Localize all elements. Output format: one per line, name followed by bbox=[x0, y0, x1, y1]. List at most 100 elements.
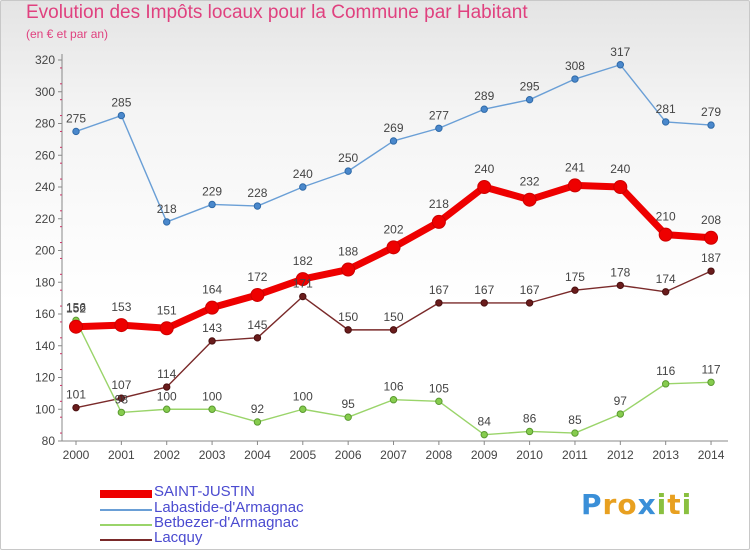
y-tick-label: 160 bbox=[35, 307, 55, 321]
data-point bbox=[163, 405, 171, 413]
data-label: 241 bbox=[565, 160, 585, 174]
data-point bbox=[525, 95, 534, 104]
data-label: 167 bbox=[429, 283, 449, 297]
data-point bbox=[344, 167, 352, 175]
data-label: 171 bbox=[293, 277, 313, 291]
data-label: 229 bbox=[202, 184, 222, 198]
data-point bbox=[435, 299, 443, 307]
data-label: 100 bbox=[202, 389, 222, 403]
data-label: 277 bbox=[429, 108, 449, 122]
data-label: 167 bbox=[520, 283, 540, 297]
data-point bbox=[616, 61, 625, 69]
data-point bbox=[704, 230, 719, 245]
data-point bbox=[480, 430, 488, 439]
data-label: 153 bbox=[111, 300, 131, 314]
data-label: 95 bbox=[341, 397, 355, 411]
data-label: 100 bbox=[157, 389, 177, 403]
x-tick-label: 2003 bbox=[199, 448, 226, 462]
data-point bbox=[661, 380, 670, 388]
y-tick-label: 300 bbox=[35, 85, 55, 99]
data-label: 145 bbox=[247, 318, 267, 332]
data-label: 285 bbox=[111, 96, 131, 110]
data-point bbox=[208, 337, 216, 345]
data-point bbox=[613, 180, 628, 194]
data-label: 98 bbox=[115, 392, 129, 406]
data-label: 232 bbox=[520, 175, 540, 189]
data-point bbox=[117, 408, 126, 417]
data-label: 275 bbox=[66, 111, 86, 125]
data-point bbox=[163, 218, 171, 226]
data-point bbox=[163, 383, 171, 391]
data-point bbox=[661, 288, 670, 296]
data-label: 188 bbox=[338, 245, 358, 259]
data-point bbox=[295, 272, 310, 287]
data-label: 240 bbox=[610, 162, 630, 176]
y-tick-label: 240 bbox=[35, 180, 55, 194]
y-tick-label: 80 bbox=[42, 434, 56, 448]
data-point bbox=[435, 124, 443, 132]
data-label: 105 bbox=[429, 381, 449, 395]
logo-letter: i bbox=[681, 488, 693, 521]
data-point bbox=[299, 405, 307, 413]
data-label: 85 bbox=[568, 413, 582, 427]
data-label: 84 bbox=[478, 415, 492, 429]
legend-label: Betbezer-d'Armagnac bbox=[154, 514, 299, 531]
data-point bbox=[386, 240, 401, 255]
data-point bbox=[253, 202, 262, 210]
proxiti-logo: Proxiti bbox=[581, 488, 692, 521]
x-tick-label: 2001 bbox=[108, 448, 135, 462]
y-tick-label: 220 bbox=[35, 212, 55, 226]
data-label: 106 bbox=[384, 380, 404, 394]
data-point bbox=[344, 413, 352, 421]
data-point bbox=[117, 394, 126, 402]
data-point bbox=[707, 121, 715, 129]
data-label: 172 bbox=[247, 270, 267, 284]
chart-subtitle: (en € et par an) bbox=[26, 27, 109, 41]
data-label: 164 bbox=[202, 283, 222, 297]
logo-letter: o bbox=[617, 488, 638, 521]
legend-label: Lacquy bbox=[154, 529, 203, 546]
data-point bbox=[208, 200, 216, 209]
data-label: 202 bbox=[384, 222, 404, 236]
data-label: 308 bbox=[565, 59, 585, 73]
x-tick-label: 2013 bbox=[652, 448, 679, 462]
data-point bbox=[72, 127, 80, 136]
data-label: 100 bbox=[293, 389, 313, 403]
data-label: 150 bbox=[384, 310, 404, 324]
data-label: 174 bbox=[656, 272, 676, 286]
legend-swatch bbox=[100, 509, 152, 511]
x-tick-label: 2014 bbox=[698, 448, 725, 462]
data-label: 175 bbox=[565, 270, 585, 284]
data-label: 240 bbox=[474, 162, 494, 176]
logo-letter: t bbox=[667, 488, 682, 521]
x-tick-label: 2002 bbox=[153, 448, 180, 462]
data-point bbox=[525, 299, 534, 307]
data-point bbox=[707, 267, 715, 275]
data-point bbox=[205, 300, 220, 315]
data-label: 156 bbox=[66, 300, 86, 314]
legend-swatch bbox=[100, 490, 152, 498]
data-point bbox=[299, 292, 307, 301]
data-label: 218 bbox=[429, 197, 449, 211]
logo-letter: r bbox=[602, 488, 618, 521]
data-point bbox=[480, 299, 488, 307]
x-tick-label: 2010 bbox=[516, 448, 543, 462]
data-label: 116 bbox=[656, 364, 675, 378]
data-label: 107 bbox=[111, 378, 131, 392]
data-label: 279 bbox=[701, 105, 721, 119]
data-label: 150 bbox=[338, 310, 358, 324]
data-point bbox=[571, 286, 579, 294]
legend-label: SAINT-JUSTIN bbox=[154, 483, 255, 500]
data-point bbox=[571, 75, 579, 83]
data-point bbox=[435, 397, 443, 406]
data-point bbox=[616, 410, 625, 418]
chart-title: Evolution des Impôts locaux pour la Comm… bbox=[26, 2, 528, 23]
data-point bbox=[159, 321, 174, 336]
data-point bbox=[344, 326, 352, 334]
data-label: 178 bbox=[610, 265, 630, 279]
data-label: 228 bbox=[247, 186, 267, 200]
data-label: 208 bbox=[701, 213, 721, 227]
data-label: 167 bbox=[474, 283, 494, 297]
